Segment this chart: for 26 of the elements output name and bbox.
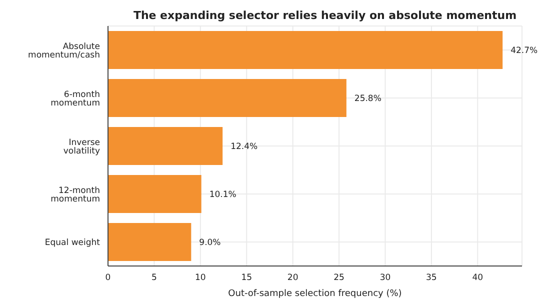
bar	[108, 127, 223, 165]
x-tick-label: 40	[472, 273, 484, 284]
x-tick-label: 20	[287, 273, 298, 284]
x-tick-label: 25	[334, 273, 344, 284]
data-label: 9.0%	[199, 238, 221, 248]
y-tick-label: 12-month momentum	[50, 186, 100, 204]
chart-title: The expanding selector relies heavily on absolute momentum	[132, 9, 518, 22]
x-tick-label: 15	[241, 273, 252, 284]
x-tick-label: 0	[105, 273, 111, 284]
y-tick-label: Absolute momentum/cash	[28, 42, 100, 60]
y-tick-label: 6-month momentum	[50, 90, 100, 108]
x-tick-label: 35	[426, 273, 437, 284]
data-label: 12.4%	[230, 142, 258, 152]
x-tick-label: 5	[151, 273, 157, 284]
data-label: 25.8%	[354, 94, 382, 104]
x-axis-title: Out-of-sample selection frequency (%)	[228, 289, 402, 299]
x-tick-label: 10	[194, 273, 206, 284]
bar	[108, 31, 503, 69]
bar	[108, 223, 192, 261]
y-tick-label: Inverse volatility	[63, 138, 100, 156]
bar	[108, 79, 346, 117]
bar	[108, 175, 202, 213]
data-label: 42.7%	[510, 46, 538, 56]
y-tick-label: Equal weight	[44, 238, 101, 248]
data-label: 10.1%	[209, 190, 236, 200]
x-tick-label: 30	[380, 273, 391, 284]
